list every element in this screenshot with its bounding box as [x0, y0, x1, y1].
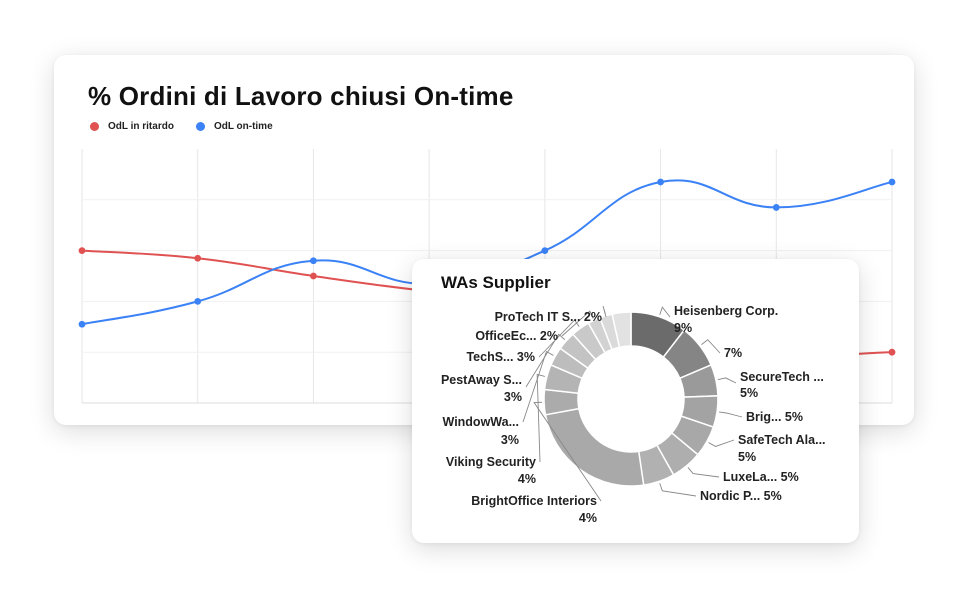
- data-point[interactable]: [657, 178, 664, 186]
- slice-leader-line: [687, 467, 720, 478]
- legend-item-late[interactable]: OdL in ritardo: [90, 121, 174, 132]
- donut-slice[interactable]: [611, 311, 632, 349]
- data-point[interactable]: [194, 298, 202, 305]
- donut-chart-plot: Heisenberg Corp. 9% 7% SecureTech ... 5% Brig…: [441, 304, 826, 525]
- data-point[interactable]: [78, 320, 86, 328]
- slice-label: 4%: [518, 472, 536, 486]
- slice-leader-line: [708, 439, 735, 447]
- slice-leader-line: [701, 339, 721, 354]
- slice-label: TechS... 3%: [466, 350, 535, 364]
- legend-label-ontime: OdL on-time: [213, 121, 273, 132]
- line-chart-legend: OdL in ritardo OdL on-time: [90, 121, 273, 132]
- donut-slice[interactable]: [544, 407, 645, 487]
- slice-leader-line: [602, 305, 607, 318]
- slice-label: 3%: [504, 390, 522, 404]
- slice-label: 7%: [724, 346, 742, 360]
- slice-label: 5%: [740, 386, 758, 400]
- slice-label: Nordic P... 5%: [700, 489, 782, 503]
- slice-label: Viking Security: [446, 455, 536, 469]
- slice-leader-line: [561, 310, 594, 337]
- data-point[interactable]: [194, 254, 202, 262]
- slice-leader-line: [536, 373, 546, 463]
- legend-item-ontime[interactable]: OdL on-time: [195, 121, 273, 132]
- slice-leader-line: [718, 411, 743, 418]
- slice-leader-line: [525, 333, 566, 388]
- slice-label: Heisenberg Corp.: [674, 304, 778, 318]
- slice-label: 3%: [501, 433, 519, 447]
- slice-leader-line: [659, 306, 671, 318]
- slice-label: 5%: [738, 450, 756, 464]
- slice-label: 9%: [674, 321, 692, 335]
- slice-leader-line: [522, 350, 554, 423]
- slice-leader-line: [538, 319, 580, 358]
- data-point[interactable]: [772, 204, 780, 211]
- pie-chart-card: WAs Supplier Heisenberg Corp. 9% 7% SecureT…: [412, 259, 859, 543]
- legend-label-late: OdL in ritardo: [108, 121, 174, 132]
- slice-label: OfficeEc... 2%: [475, 329, 558, 343]
- slice-label: SecureTech ...: [740, 370, 824, 384]
- data-point[interactable]: [541, 247, 549, 255]
- slice-label: ProTech IT S... 2%: [495, 310, 602, 324]
- slice-label: PestAway S...: [441, 373, 522, 387]
- slice-label: BrightOffice Interiors: [471, 494, 597, 508]
- data-point[interactable]: [310, 272, 317, 280]
- legend-dot-ontime: [195, 122, 205, 131]
- slice-label: LuxeLa... 5%: [723, 470, 799, 484]
- slice-label: Brig... 5%: [746, 410, 803, 424]
- slice-leader-line: [659, 483, 697, 497]
- legend-dot-late: [90, 122, 99, 131]
- slice-label: 4%: [579, 511, 597, 525]
- data-point[interactable]: [310, 257, 317, 265]
- data-point[interactable]: [78, 247, 86, 255]
- line-chart-title: % Ordini di Lavoro chiusi On-time: [88, 81, 514, 111]
- slice-label: WindowWa...: [443, 415, 520, 429]
- slice-label: SafeTech Ala...: [738, 433, 826, 447]
- pie-chart-title: WAs Supplier: [441, 273, 551, 292]
- data-point[interactable]: [888, 348, 896, 356]
- slice-leader-line: [717, 377, 737, 384]
- data-point[interactable]: [888, 178, 896, 186]
- slice-leader-line: [533, 401, 602, 502]
